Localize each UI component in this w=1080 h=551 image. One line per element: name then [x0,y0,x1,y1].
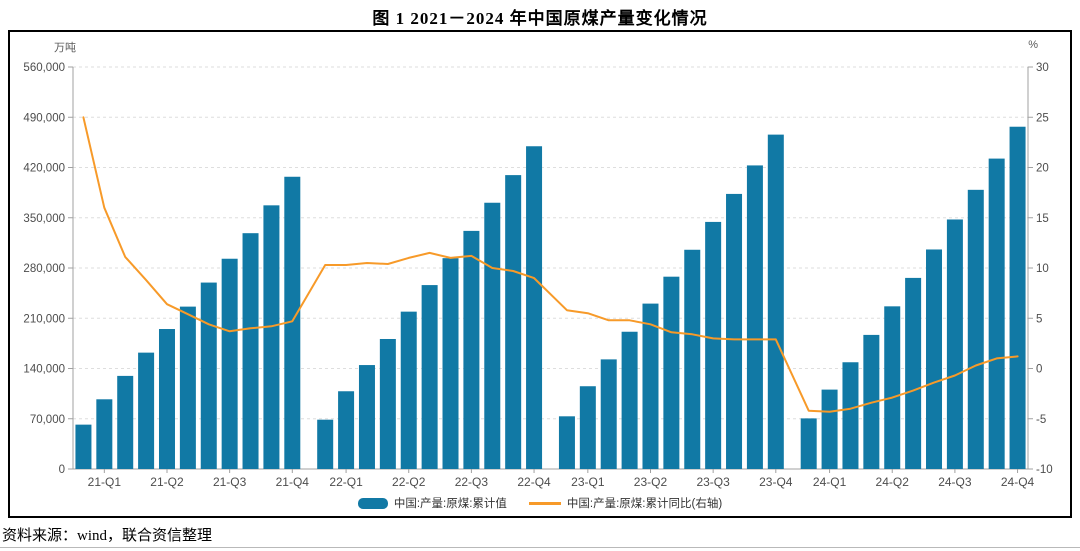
bar [158,329,175,469]
bar [284,176,301,469]
bar [800,418,817,469]
chart-legend: 中国:产量:原煤:累计值 中国:产量:原煤:累计同比(右轴) [10,495,1070,511]
x-axis-tick-label: 22-Q2 [392,475,426,489]
bar [1009,126,1026,470]
left-axis-tick-label: 490,000 [23,112,65,124]
x-axis-tick-label: 23-Q4 [759,475,793,489]
bar [463,230,480,469]
bar [263,205,280,470]
x-axis-tick-label: 24-Q1 [813,475,847,489]
x-axis-tick-label: 21-Q3 [213,475,247,489]
x-axis-tick-label: 23-Q2 [634,475,668,489]
bar [96,399,113,469]
bar [579,386,596,469]
left-axis-tick-label: 0 [59,464,65,476]
bar [400,311,417,469]
bar [746,165,763,469]
right-axis-tick-label: 5 [1036,313,1042,325]
x-axis-tick-label: 23-Q1 [571,475,605,489]
x-axis-tick-label: 24-Q2 [876,475,910,489]
legend-label-line-series: 中国:产量:原煤:累计同比(右轴) [566,498,723,510]
left-axis-tick-label: 280,000 [23,263,65,275]
bar [988,158,1005,469]
x-axis-tick-label: 22-Q4 [517,475,551,489]
x-axis-tick-label: 24-Q3 [938,475,972,489]
bar [138,352,155,469]
bar [421,285,438,469]
bar [442,258,459,469]
x-axis-tick-label: 21-Q2 [150,475,184,489]
legend-item-bar-series: 中国:产量:原煤:累计值 [357,495,507,511]
bar [358,365,375,469]
bar [179,306,196,469]
right-axis-tick-label: 20 [1036,163,1049,175]
right-axis-tick-label: 30 [1036,62,1049,74]
right-axis-tick-label: 15 [1036,213,1049,225]
bar [821,389,838,469]
bar [767,134,784,470]
left-axis-tick-label: 70,000 [30,414,65,426]
coal-production-chart: 0 70,000 140,000 210,000 280,000 350,000 420,0… [23,62,1053,489]
bar [926,249,943,469]
bar [221,258,238,469]
bar [642,303,659,469]
x-axis-tick-label: 22-Q1 [329,475,363,489]
bar [200,282,217,469]
x-axis-tick-label: 22-Q3 [455,475,489,489]
yoy-line [82,116,1019,413]
bar [505,175,522,469]
line-series-swatch-icon [528,501,561,505]
bar [967,189,984,469]
x-axis-tick-label: 21-Q1 [88,475,122,489]
x-axis-tick-label: 24-Q4 [1001,475,1035,489]
right-axis-unit-label: % [1028,39,1038,51]
bar [117,375,134,469]
x-axis-tick-label: 21-Q4 [276,475,310,489]
left-axis-tick-label: 140,000 [23,364,65,376]
bar [600,359,617,469]
right-axis-tick-label: -5 [1036,414,1046,426]
bar [884,306,901,469]
left-axis-unit-label: 万吨 [54,42,76,54]
left-axis-tick-label: 350,000 [23,213,65,225]
bar [663,276,680,469]
legend-label-bar-series: 中国:产量:原煤:累计值 [393,498,507,510]
right-axis-tick-label: 0 [1036,364,1042,376]
bar [621,331,638,469]
right-axis-tick-label: 25 [1036,112,1049,124]
left-axis-tick-label: 420,000 [23,163,65,175]
bar [705,221,722,469]
chart-title: 图 1 2021－2024 年中国原煤产量变化情况 [372,9,708,28]
bar [905,277,922,469]
right-axis-tick-label: 10 [1036,263,1049,275]
bar-series-swatch-icon [357,497,388,509]
bar [842,362,859,469]
bar [75,424,92,469]
left-axis-tick-label: 210,000 [23,313,65,325]
bar [684,249,701,469]
bar [526,146,543,469]
legend-item-line-series: 中国:产量:原煤:累计同比(右轴) [528,495,723,511]
chart-frame: 万吨 % 0 70,000 140,000 210,000 280,000 350,000… [8,30,1072,518]
left-axis-tick-label: 560,000 [23,62,65,74]
bar [379,338,396,469]
right-axis-tick-label: -10 [1036,464,1053,476]
x-axis-tick-label: 23-Q3 [696,475,730,489]
source-note: 资料来源：wind，联合资信整理 [2,528,213,544]
bar [242,233,259,469]
bar [726,193,743,469]
bar [338,391,355,469]
bar [558,416,575,469]
bar [946,219,963,469]
bar [484,202,501,470]
bottom-divider [0,547,1080,548]
bar [317,419,334,469]
